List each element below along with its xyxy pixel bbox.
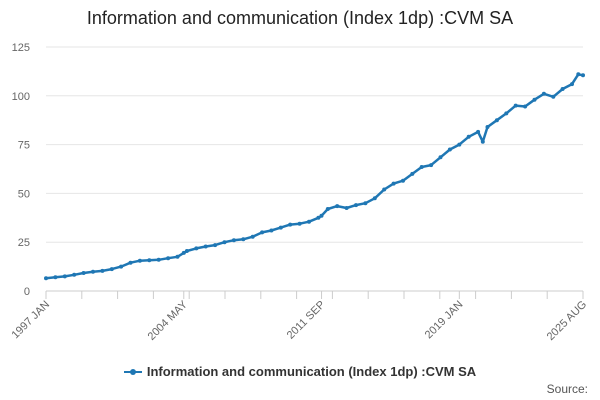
- legend-swatch-icon: [123, 367, 142, 377]
- chart-title: Information and communication (Index 1dp…: [86, 8, 514, 28]
- x-tick-label: 2025 AUG: [545, 299, 589, 343]
- data-point: [288, 222, 293, 227]
- data-point: [260, 230, 265, 235]
- y-tick-label: 75: [18, 140, 30, 152]
- y-tick-label: 100: [12, 91, 30, 103]
- data-point: [184, 249, 189, 253]
- data-point: [278, 225, 283, 230]
- data-point: [363, 201, 368, 206]
- data-point: [147, 258, 152, 263]
- data-point: [325, 207, 330, 211]
- data-point: [581, 73, 585, 78]
- data-point: [213, 243, 218, 248]
- data-point: [551, 94, 556, 99]
- data-point: [53, 275, 58, 280]
- data-point: [480, 139, 485, 144]
- legend-swatch-dot: [129, 368, 136, 375]
- data-point: [485, 125, 490, 129]
- data-point: [297, 221, 302, 226]
- data-point: [401, 178, 405, 183]
- data-point: [541, 91, 546, 96]
- y-tick-label: 50: [18, 188, 30, 200]
- legend: Information and communication (Index 1dp…: [0, 364, 600, 379]
- data-point: [476, 129, 481, 134]
- data-point: [100, 268, 105, 273]
- data-point: [194, 246, 199, 251]
- data-point: [316, 215, 321, 220]
- data-point: [109, 267, 114, 272]
- data-point: [532, 97, 537, 102]
- data-point: [222, 240, 227, 245]
- data-point: [181, 250, 186, 255]
- data-point: [466, 134, 471, 139]
- y-tick-label: 25: [18, 237, 30, 249]
- data-point: [391, 181, 396, 186]
- data-point: [429, 163, 434, 168]
- data-point: [560, 87, 565, 91]
- data-point: [62, 274, 67, 279]
- data-point: [410, 171, 415, 176]
- data-point: [419, 165, 424, 169]
- data-point: [319, 213, 324, 218]
- y-tick-label: 0: [24, 286, 30, 298]
- data-point: [438, 155, 443, 160]
- data-point: [372, 196, 377, 201]
- y-tick-label: 125: [12, 42, 30, 54]
- data-point: [447, 147, 452, 152]
- data-point: [128, 260, 133, 265]
- data-point: [354, 203, 358, 208]
- data-point: [72, 272, 77, 277]
- data-point: [523, 104, 528, 109]
- source-label: Source:: [546, 382, 588, 396]
- x-tick-label: 2004 MAY: [146, 298, 191, 343]
- x-tick-label: 2019 JAN: [423, 299, 466, 342]
- data-point: [570, 82, 574, 87]
- data-point: [156, 257, 161, 262]
- data-point: [241, 237, 246, 242]
- data-point: [344, 206, 349, 210]
- data-point: [269, 228, 274, 233]
- data-point: [576, 72, 581, 77]
- x-tick-label: 1997 JAN: [9, 299, 52, 342]
- data-point: [457, 142, 462, 147]
- data-point: [504, 111, 509, 116]
- data-point: [166, 256, 171, 261]
- data-point: [203, 244, 208, 249]
- data-point: [175, 254, 180, 259]
- data-point: [307, 219, 311, 224]
- data-point: [335, 204, 340, 209]
- data-point: [91, 269, 95, 274]
- data-point: [137, 258, 142, 263]
- data-point: [382, 187, 387, 192]
- data-point: [81, 271, 86, 275]
- data-point: [44, 276, 48, 281]
- data-point: [494, 118, 499, 123]
- x-tick-label: 2011 SEP: [285, 299, 328, 342]
- data-point: [119, 264, 124, 269]
- series-line: [44, 73, 585, 280]
- legend-label: Information and communication (Index 1dp…: [146, 364, 477, 379]
- data-point: [513, 103, 518, 108]
- data-point: [250, 234, 255, 239]
- data-point: [231, 238, 236, 243]
